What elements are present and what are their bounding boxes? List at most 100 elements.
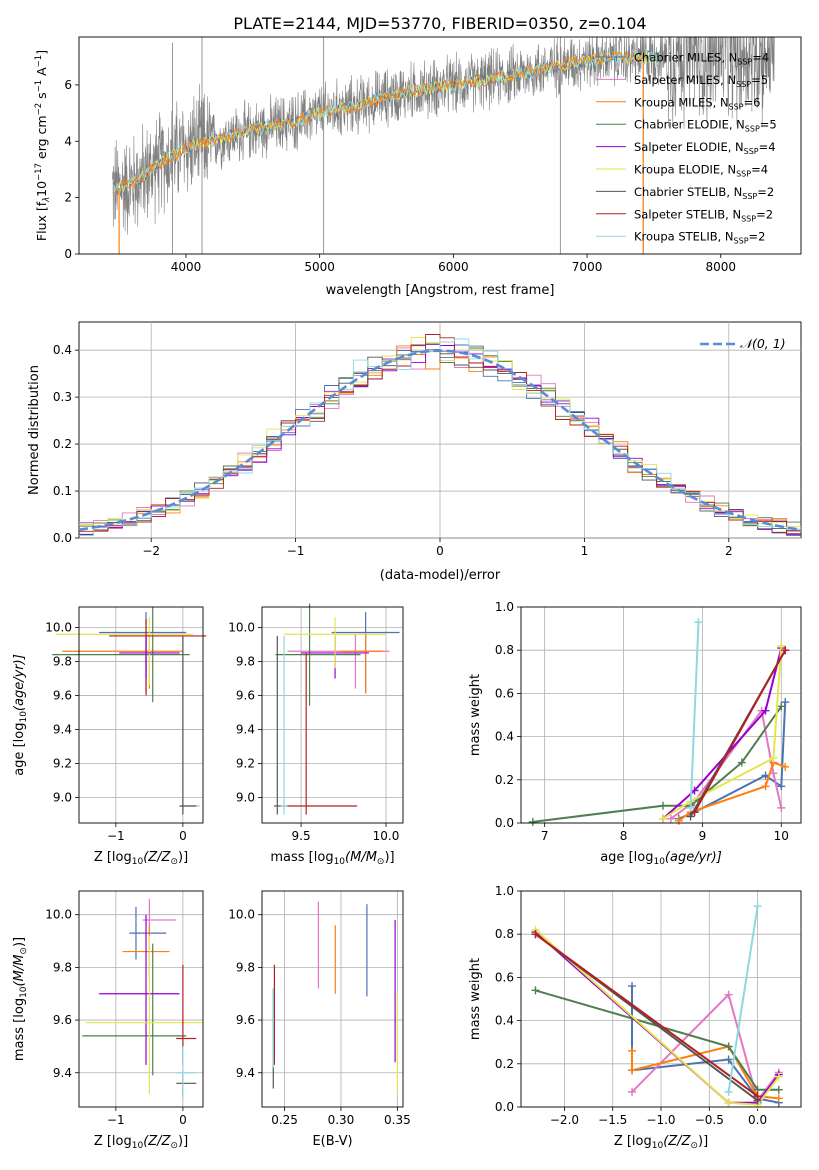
axes-frame <box>520 890 802 1108</box>
error-bar <box>99 612 187 693</box>
x-tick-label: −1.0 <box>646 1113 675 1127</box>
x-tick-label: 1 <box>581 544 589 558</box>
y-tick-label: 0.1 <box>53 484 72 498</box>
mass-vs-metallicity-panel: −1 0 9.4 9.6 9.8 10.0 Z [log10(Z/Z⊙)] mass [log… <box>12 890 204 1151</box>
mass-weight-line <box>631 992 780 1103</box>
error-bar <box>273 635 281 815</box>
axes-frame <box>78 36 802 255</box>
y-tick-label: 9.8 <box>53 654 72 668</box>
plus-marker <box>774 1085 783 1094</box>
weight-vs-metallicity-panel: −2.0 −1.5 −1.0 −0.5 0.0 0.0 0.2 0.4 0.6 0.8 1.0 Z [… <box>468 884 802 1151</box>
normal-curve <box>78 349 802 532</box>
y-tick-label: 9.0 <box>53 790 72 804</box>
plus-marker <box>724 1098 733 1107</box>
y-tick-label: 9.6 <box>53 1013 72 1027</box>
legend-entry: Kroupa STELIB, NSSP=2 <box>634 230 765 246</box>
y-tick-label: 0.6 <box>495 686 514 700</box>
plus-marker <box>628 1046 637 1055</box>
plus-marker <box>777 641 786 650</box>
axes-frame <box>78 890 204 1108</box>
error-bar <box>52 607 190 703</box>
mass-weight-series <box>686 618 703 812</box>
y-tick-label: 9.0 <box>236 790 255 804</box>
error-bar <box>129 906 167 960</box>
x-tick-label: 6000 <box>438 260 469 274</box>
x-tick-label: 0.25 <box>271 1113 298 1127</box>
error-bar <box>176 964 197 1065</box>
y-axis-label: age [log10(age/yr)] <box>12 654 29 776</box>
legend-entry: Kroupa MILES, NSSP=6 <box>634 95 760 111</box>
error-bar <box>119 635 180 679</box>
x-axis-label: Z [log10(Z/Z⊙)] <box>94 850 188 867</box>
x-tick-label: −2.0 <box>550 1113 579 1127</box>
plus-marker <box>686 803 695 812</box>
plus-marker <box>774 1094 783 1103</box>
mass-weight-series <box>690 646 790 817</box>
plus-marker <box>658 801 667 810</box>
y-tick-label: 0.4 <box>495 1014 514 1028</box>
mass-weight-series <box>528 702 786 826</box>
error-bar <box>176 1070 197 1097</box>
y-tick-label: 0 <box>64 247 72 261</box>
plus-marker <box>777 702 786 711</box>
y-tick-label: 9.2 <box>236 756 255 770</box>
age-vs-mass-panel: 9.5 10.0 9.0 9.2 9.4 9.6 9.8 10.0 mass [log10(M/… <box>228 603 404 867</box>
mass-weight-series <box>724 902 762 1096</box>
model-spectrum-line <box>113 51 647 195</box>
residual-histogram-line <box>79 338 801 537</box>
legend-entry: Salpeter STELIB, NSSP=2 <box>634 207 773 223</box>
plus-marker <box>724 1055 733 1064</box>
x-tick-label: 9 <box>699 829 707 843</box>
y-tick-label: 9.6 <box>53 688 72 702</box>
plus-marker <box>694 618 703 627</box>
error-bar <box>275 603 361 706</box>
plus-marker <box>781 762 790 771</box>
legend-entry: Chabrier MILES, NSSP=4 <box>634 51 769 67</box>
y-tick-label: 10.0 <box>228 908 255 922</box>
x-tick-label: 0 <box>436 544 444 558</box>
plus-marker <box>777 803 786 812</box>
y-tick-label: 9.2 <box>53 756 72 770</box>
x-tick-label: 5000 <box>304 260 335 274</box>
y-tick-label: 9.8 <box>236 654 255 668</box>
error-bar <box>142 898 177 934</box>
axes-frame <box>78 606 204 824</box>
plus-marker <box>781 698 790 707</box>
figure-title: PLATE=2144, MJD=53770, FIBERID=0350, z=0… <box>233 14 646 33</box>
y-tick-label: 0.4 <box>495 730 514 744</box>
x-tick-label: 2 <box>725 544 733 558</box>
plus-marker <box>674 816 683 825</box>
x-tick-label: 4000 <box>171 260 202 274</box>
y-tick-label: 0.2 <box>495 1057 514 1071</box>
mass-weight-line <box>534 933 759 1098</box>
plus-marker <box>761 706 770 715</box>
x-tick-label: 7000 <box>572 260 603 274</box>
x-tick-label: 10 <box>774 829 789 843</box>
plus-marker <box>724 1042 733 1051</box>
x-axis-label: E(B-V) <box>312 1134 352 1149</box>
axes-frame <box>261 890 404 1108</box>
error-bar <box>284 617 387 669</box>
x-axis-label: wavelength [Angstrom, rest frame] <box>326 283 555 298</box>
y-axis-label: mass weight <box>468 674 483 756</box>
residual-histogram-line <box>79 334 801 535</box>
age-vs-metallicity-panel: −1 0 9.0 9.2 9.4 9.6 9.8 10.0 Z [log10(Z/Z⊙)] age… <box>12 606 207 867</box>
error-bar <box>55 617 193 686</box>
y-tick-label: 0.8 <box>495 927 514 941</box>
weight-vs-age-panel: 7 8 9 10 0.0 0.2 0.4 0.6 0.8 1.0 age [log10(age/yr… <box>468 600 802 867</box>
y-tick-label: 1.0 <box>495 600 514 614</box>
legend-entry: Salpeter MILES, NSSP=5 <box>634 73 768 89</box>
y-tick-label: 10.0 <box>45 908 72 922</box>
error-bar <box>280 652 358 815</box>
y-tick-label: 10.0 <box>228 620 255 634</box>
plus-marker <box>753 1092 762 1101</box>
mass-weight-series <box>531 928 783 1107</box>
x-tick-label: 9.5 <box>292 829 311 843</box>
error-bar <box>340 634 383 694</box>
y-tick-label: 0.2 <box>495 773 514 787</box>
y-tick-label: 0.0 <box>495 1100 514 1114</box>
x-tick-label: −0.5 <box>695 1113 724 1127</box>
spectrum-panel: 4000 5000 6000 7000 8000 0 2 4 6 wavelength [Angs… <box>34 36 802 298</box>
y-tick-label: 9.4 <box>236 722 255 736</box>
